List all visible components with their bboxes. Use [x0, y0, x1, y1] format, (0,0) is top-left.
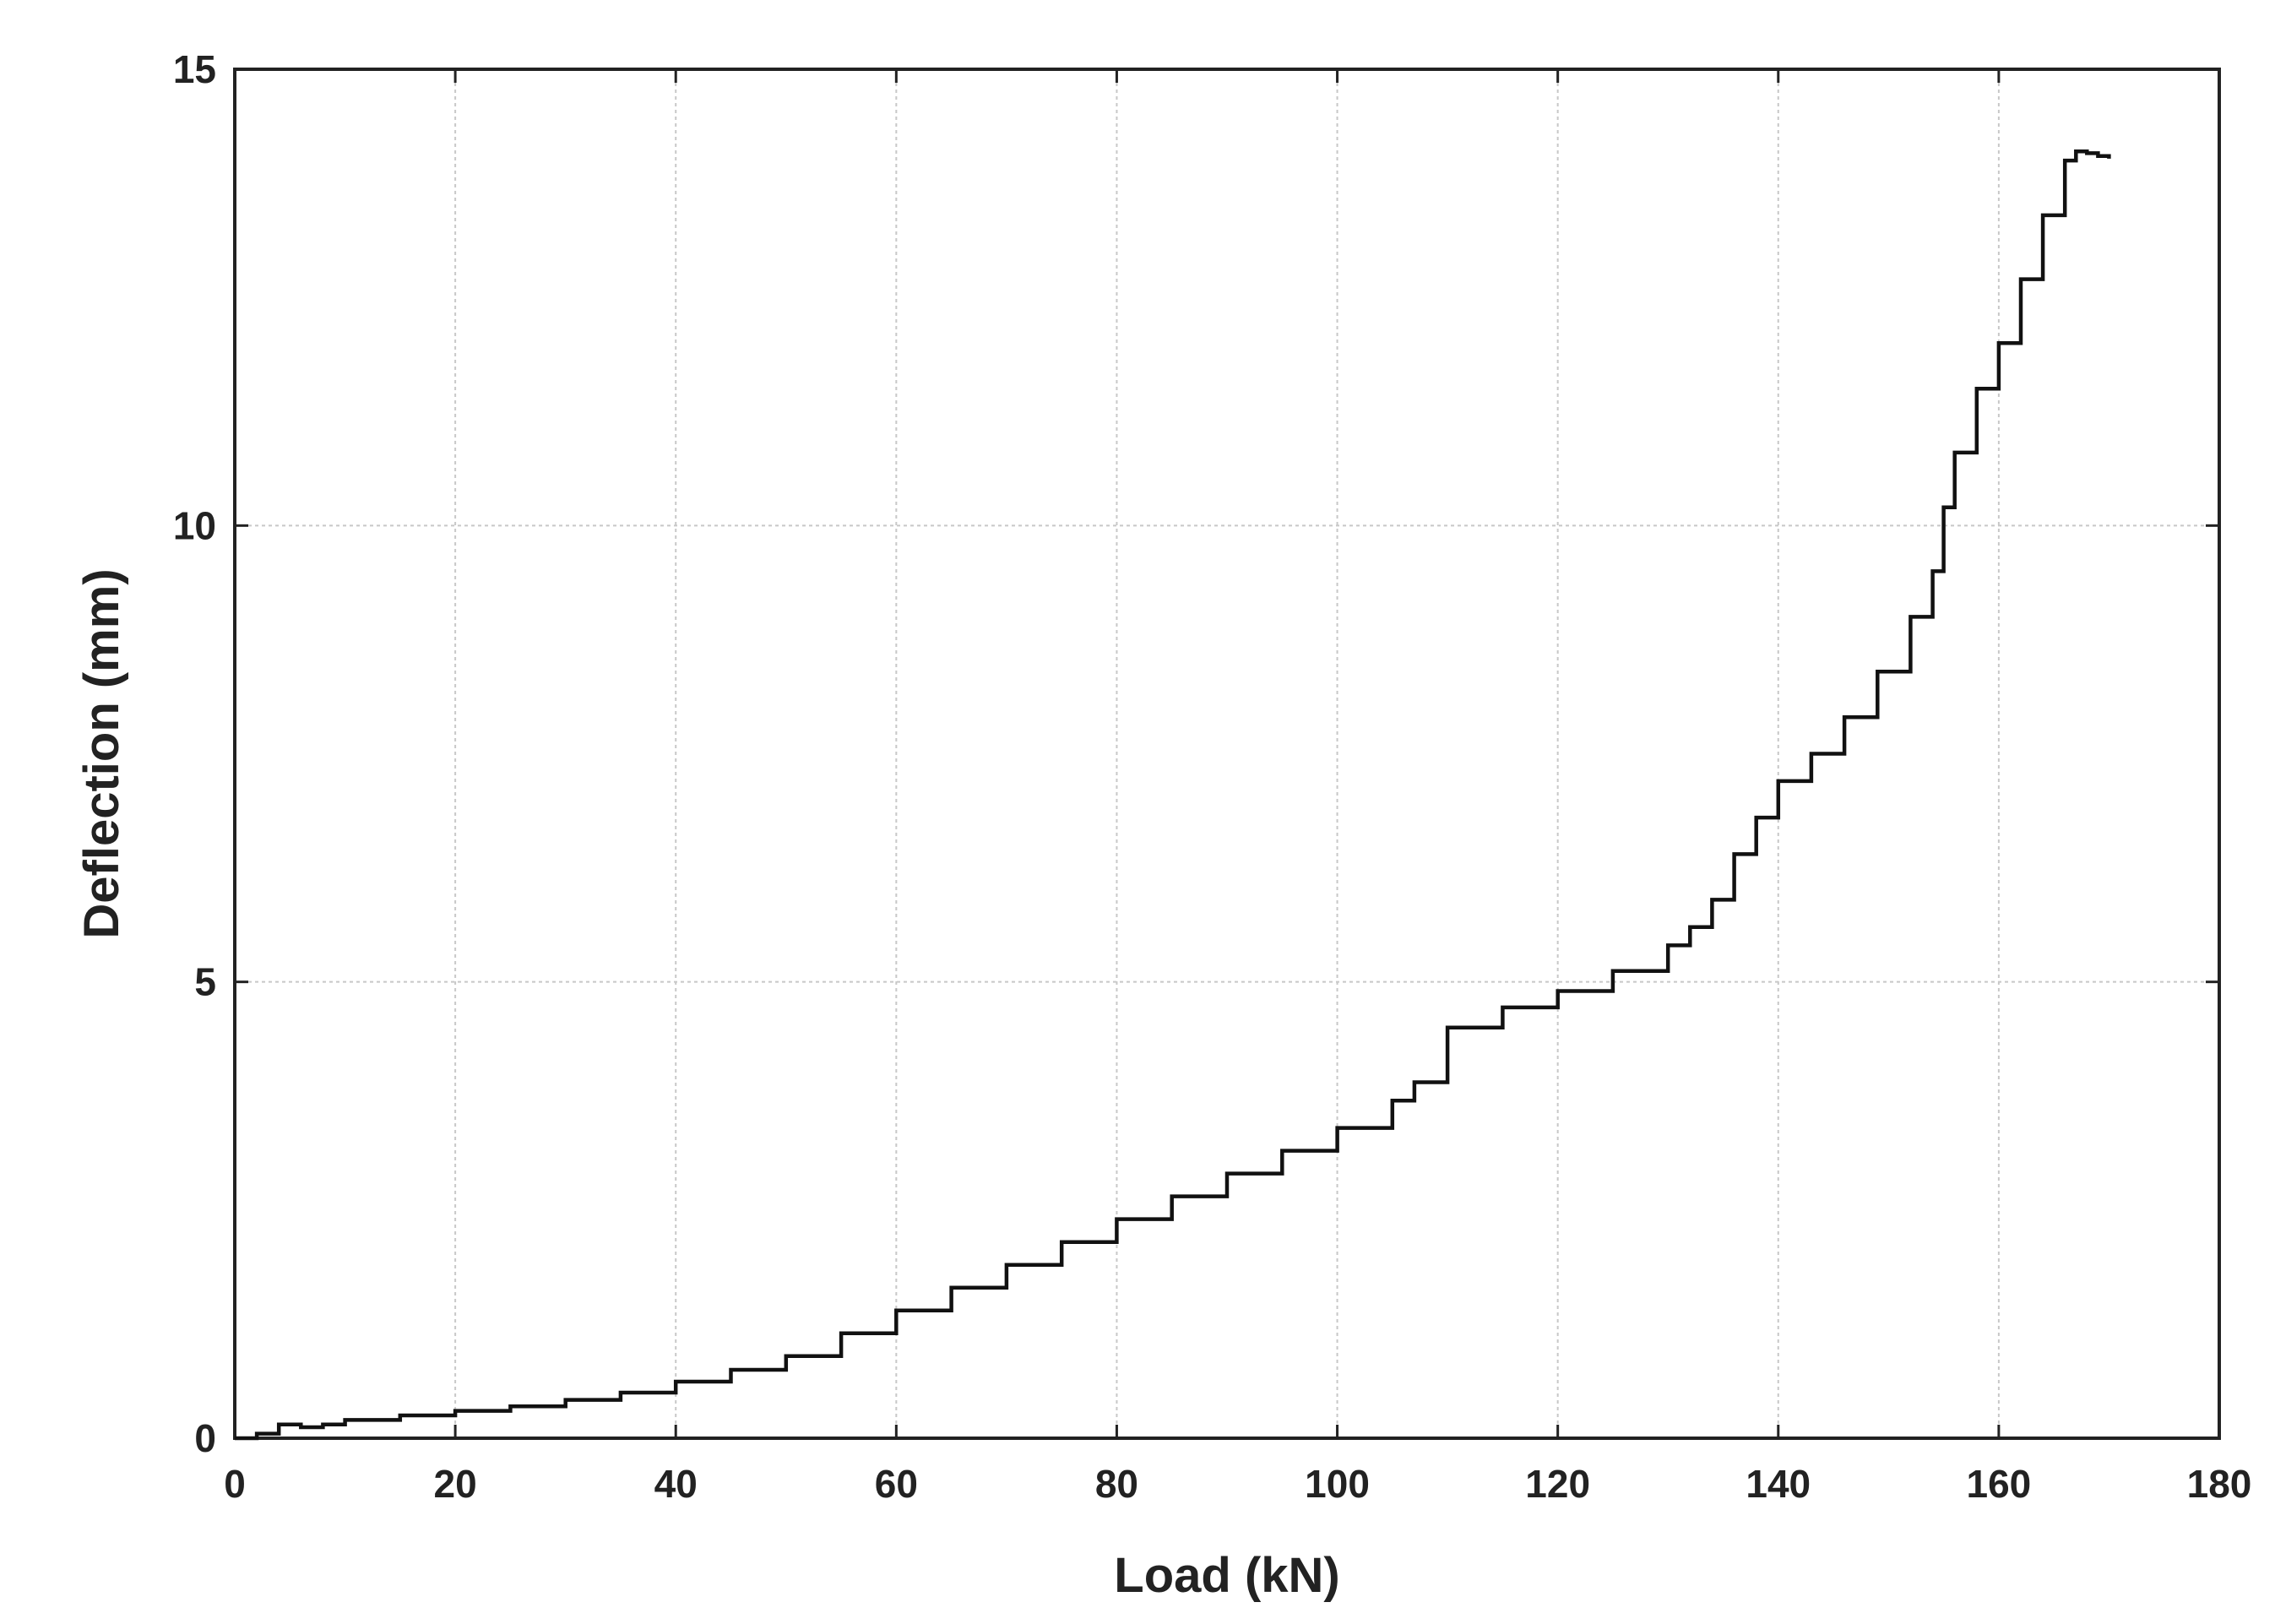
x-tick-label: 140 — [1746, 1462, 1811, 1506]
y-axis-label: Deflection (mm) — [74, 568, 129, 938]
x-tick-label: 180 — [2187, 1462, 2252, 1506]
y-tick-label: 10 — [173, 503, 216, 547]
plot-area — [233, 68, 2221, 1440]
x-tick-label: 100 — [1305, 1462, 1370, 1506]
y-tick-label: 15 — [173, 47, 216, 91]
x-axis-label: Load (kN) — [1114, 1548, 1339, 1603]
series-line — [235, 149, 2111, 1441]
x-tick-labels: 0 20 40 60 80 100 120 140 160 180 — [224, 1462, 2251, 1506]
grid-lines — [235, 69, 2219, 1438]
x-tick-label: 60 — [875, 1462, 918, 1506]
y-tick-label: 5 — [194, 960, 216, 1004]
x-tick-label: 0 — [224, 1462, 246, 1506]
x-tick-label: 80 — [1095, 1462, 1138, 1506]
y-tick-label: 0 — [194, 1416, 216, 1460]
y-tick-labels: 0 5 10 15 — [173, 47, 216, 1460]
x-tick-label: 20 — [434, 1462, 477, 1506]
x-tick-label: 160 — [1967, 1462, 2032, 1506]
x-tick-label: 40 — [654, 1462, 698, 1506]
x-tick-label: 120 — [1525, 1462, 1590, 1506]
